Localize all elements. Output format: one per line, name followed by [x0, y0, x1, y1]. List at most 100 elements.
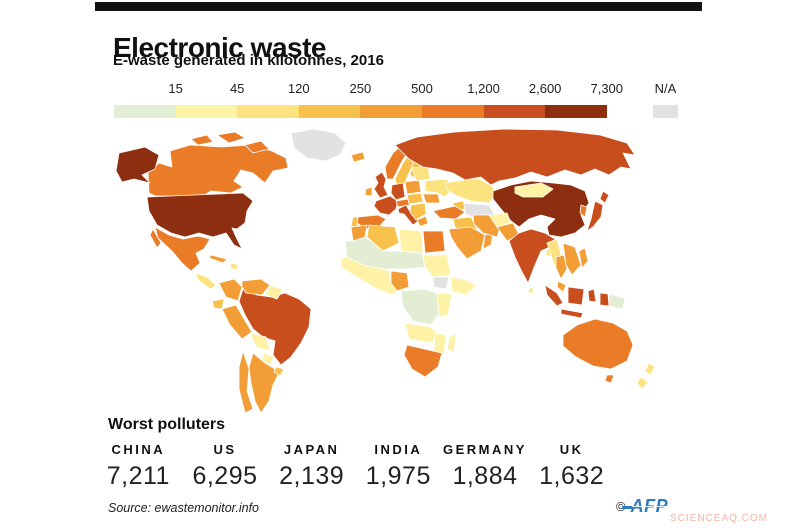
- legend-bin-label: 500: [411, 81, 433, 96]
- polluter-country-name: US: [213, 442, 237, 457]
- polluter-value: 1,632: [539, 462, 605, 490]
- afp-logo: AFP: [621, 496, 669, 516]
- country-kazakhstan: [444, 177, 498, 204]
- country-argentina: [248, 352, 280, 414]
- country-saudi-arabia: [448, 226, 486, 260]
- region-east-africa: [436, 292, 453, 318]
- country-uruguay: [273, 366, 285, 377]
- polluter-column-germany: GERMANY 1,884: [442, 442, 529, 491]
- country-new-zealand: [644, 362, 656, 376]
- legend-bin-swatch: [421, 104, 484, 118]
- country-mexico-baja: [149, 228, 162, 249]
- country-greece: [416, 215, 429, 227]
- legend-na-label: N/A: [654, 81, 677, 96]
- color-scale-legend: 15 45 120 250 500 1,200 2,600 7,300 N/A: [114, 81, 694, 118]
- region-central-europe: [406, 192, 424, 205]
- region-central-america: [194, 272, 217, 290]
- legend-na-swatch: [653, 104, 678, 118]
- region-angola-zambia: [404, 322, 438, 344]
- top-black-bar: [95, 2, 702, 11]
- legend-bin-250: 250: [298, 81, 371, 118]
- legend-bin-label: 1,200: [467, 81, 500, 96]
- country-portugal: [350, 216, 359, 228]
- polluter-value: 6,295: [192, 462, 258, 490]
- legend-ramp: 15 45 120 250 500 1,200 2,600 7,300: [114, 81, 623, 118]
- polluter-country-name: CHINA: [111, 442, 166, 457]
- country-japan-hokkaido: [599, 190, 610, 204]
- legend-bin-label: 7,300: [590, 81, 624, 96]
- country-turkey: [432, 205, 466, 220]
- legend-bin-label: 120: [287, 81, 310, 96]
- polluter-country-name: GERMANY: [443, 442, 527, 457]
- country-korea: [579, 204, 588, 218]
- legend-bin-15: 15: [114, 81, 183, 118]
- country-egypt: [422, 230, 446, 254]
- world-choropleth-map: [115, 128, 656, 414]
- legend-bin-120: 120: [237, 81, 310, 118]
- country-sudan: [422, 254, 452, 278]
- country-canada: [147, 144, 289, 197]
- legend-bin-label: 250: [349, 81, 372, 96]
- country-morocco: [350, 224, 368, 242]
- legend-bin-label: 2,600: [528, 81, 562, 96]
- country-arctic-islands: [244, 140, 270, 154]
- chart-subtitle: E-waste generated in kilotonnes, 2016: [113, 52, 384, 69]
- country-papua-new-guinea: [608, 293, 626, 310]
- legend-bin-2600: 2,600: [483, 81, 561, 118]
- legend-bin-label: 45: [229, 81, 245, 96]
- legend-bin-swatch: [545, 104, 607, 118]
- country-uk: [373, 171, 389, 199]
- country-mozambique: [433, 332, 447, 356]
- region-balkans: [409, 202, 427, 221]
- country-sri-lanka: [527, 286, 534, 294]
- country-france: [373, 195, 399, 216]
- polluter-country-name: UK: [559, 442, 584, 457]
- country-iceland: [350, 151, 366, 163]
- polluter-column-china: CHINA 7,211: [95, 442, 182, 491]
- country-chile: [238, 350, 254, 414]
- country-new-zealand: [636, 376, 649, 390]
- country-colombia: [218, 278, 243, 302]
- country-australia: [562, 318, 634, 370]
- country-malaysia: [556, 280, 567, 293]
- polluter-value: 1,884: [452, 462, 518, 490]
- country-usa: [146, 192, 254, 250]
- country-russia: [394, 128, 636, 186]
- polluter-value: 7,211: [106, 462, 170, 490]
- country-paraguay: [261, 352, 275, 366]
- legend-bin-45: 45: [175, 81, 244, 118]
- country-indonesia-sumatra: [544, 284, 564, 307]
- polluters-row: CHINA 7,211 US 6,295 JAPAN 2,139 INDIA 1,975 GER…: [95, 442, 615, 491]
- country-thailand: [555, 254, 568, 280]
- country-poland: [404, 179, 422, 195]
- region-alpine: [395, 198, 411, 208]
- country-greenland: [290, 128, 347, 162]
- country-mexico: [154, 226, 211, 272]
- legend-bin-swatch: [114, 104, 176, 118]
- country-india: [508, 228, 556, 284]
- country-indonesia-papua: [599, 292, 610, 307]
- legend-bin-1200: 1,200: [421, 81, 500, 118]
- country-indonesia-java: [560, 308, 584, 319]
- polluter-country-name: INDIA: [374, 442, 423, 457]
- legend-bin-swatch: [175, 104, 238, 118]
- page-title: Electronic waste: [113, 31, 326, 63]
- legend-bin-7300: 7,300: [545, 81, 623, 118]
- country-algeria: [366, 224, 400, 252]
- country-australia-tasmania: [604, 374, 615, 384]
- country-brazil: [238, 288, 312, 366]
- polluter-country-name: JAPAN: [283, 442, 340, 457]
- country-hispaniola: [229, 262, 240, 271]
- watermark: SCIENCEAQ.COM: [670, 513, 769, 524]
- country-arctic-islands: [216, 131, 246, 144]
- country-madagascar: [446, 332, 457, 354]
- country-philippines: [578, 247, 589, 269]
- legend-bin-swatch: [298, 104, 361, 118]
- polluter-column-india: INDIA 1,975: [355, 442, 442, 491]
- source-text: Source: ewastemonitor.info: [108, 501, 260, 515]
- country-south-sudan: [432, 276, 450, 290]
- country-peru: [221, 304, 253, 340]
- country-indonesia-sulawesi: [587, 288, 597, 303]
- polluter-column-japan: JAPAN 2,139: [268, 442, 355, 491]
